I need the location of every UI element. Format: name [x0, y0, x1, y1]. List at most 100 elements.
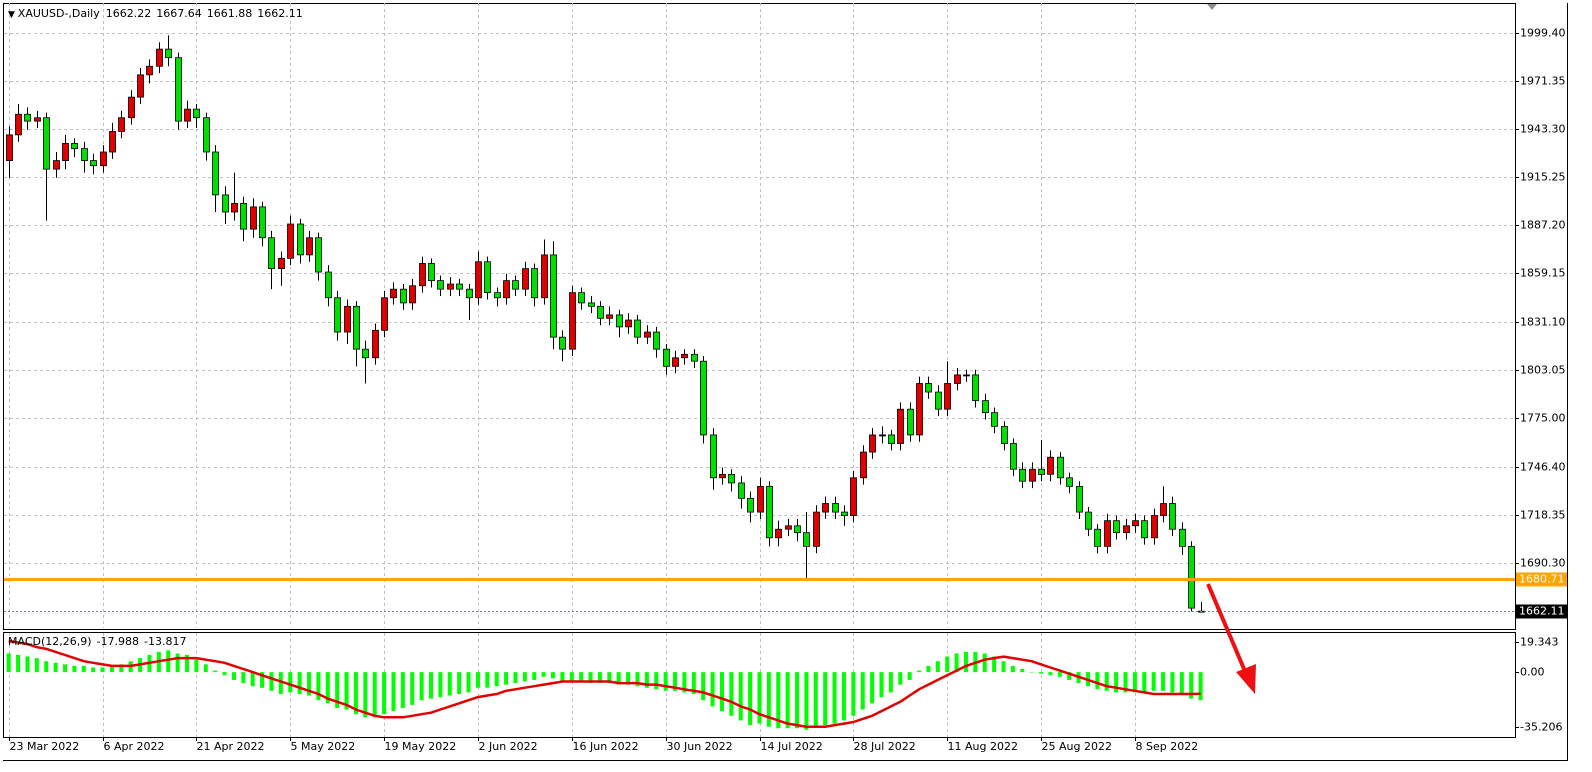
macd-bar	[870, 672, 875, 704]
candle-body	[165, 48, 172, 59]
macd-bar	[560, 672, 565, 682]
macd-bar	[860, 672, 865, 710]
macd-bar	[100, 667, 105, 673]
macd-bar	[954, 653, 959, 673]
macd-bar	[400, 672, 405, 708]
macd-bar	[363, 672, 368, 718]
candle-body	[841, 511, 848, 516]
macd-bar	[917, 670, 922, 673]
macd-bar	[419, 672, 424, 701]
macd-bar	[1179, 672, 1184, 694]
macd-y-tick-label: 19.343	[1520, 636, 1559, 649]
symbol: XAUUSD-,Daily	[18, 7, 100, 20]
open: 1662.22	[106, 7, 152, 20]
macd-bar	[372, 672, 377, 718]
macd-bar	[63, 664, 68, 673]
candle-body	[137, 74, 144, 98]
candle-body	[653, 331, 660, 350]
macd-y-tick-label: 0.00	[1520, 666, 1545, 679]
macd-bar	[766, 672, 771, 727]
x-tick-label: 28 Jul 2022	[854, 740, 916, 753]
macd-bar	[710, 672, 715, 707]
candle-body	[175, 57, 182, 122]
candle-body	[907, 408, 914, 436]
macd-bar	[1132, 672, 1137, 693]
macd-bar	[1123, 672, 1128, 693]
candle-body	[128, 96, 135, 119]
macd-bar	[626, 672, 631, 685]
candle-body	[757, 485, 764, 513]
y-tick-label: 1746.40	[1520, 461, 1566, 474]
macd-bar	[719, 672, 724, 712]
candle-body	[1010, 443, 1017, 470]
x-tick-label: 30 Jun 2022	[667, 740, 733, 753]
macd-bar	[185, 655, 190, 673]
macd-bar	[260, 672, 265, 688]
candle-body	[184, 108, 191, 122]
macd-bar	[109, 665, 114, 673]
shift-marker	[1207, 4, 1217, 10]
macd-bar	[53, 662, 58, 673]
macd-bar	[795, 672, 800, 729]
macd-bar	[213, 670, 218, 673]
macd-bar	[278, 672, 283, 694]
candle-body	[437, 280, 444, 290]
x-tick-label: 2 Jun 2022	[479, 740, 538, 753]
macd-bar	[551, 672, 556, 679]
macd-bar	[1151, 672, 1156, 691]
macd-bar	[325, 672, 330, 704]
y-tick-label: 1943.30	[1520, 123, 1566, 136]
candle-body	[512, 280, 519, 290]
x-tick-label: 6 Apr 2022	[104, 740, 165, 753]
macd-bar	[166, 650, 171, 673]
header: ▼ XAUUSD-,Daily 1662.22 1667.64 1661.88 1662…	[8, 7, 303, 20]
candle-body	[1123, 525, 1130, 534]
macd-bar	[1029, 672, 1034, 673]
candle-body	[775, 528, 782, 539]
macd-bar	[945, 656, 950, 673]
macd-bar	[1039, 672, 1044, 674]
signal-value: -13.817	[144, 635, 186, 648]
candle-body	[118, 117, 125, 132]
macd-value: -17.988	[97, 635, 139, 648]
macd-bar	[963, 651, 968, 673]
candle-body	[34, 117, 41, 122]
macd-bar	[907, 672, 912, 680]
x-tick-label: 5 May 2022	[291, 740, 356, 753]
candle-body	[747, 497, 754, 513]
candle-body	[672, 357, 679, 367]
macd-bar	[1189, 672, 1194, 699]
y-tick-label: 1690.30	[1520, 557, 1566, 570]
candle-body	[588, 302, 595, 307]
macd-bar	[72, 665, 77, 673]
macd-bar	[241, 672, 246, 684]
candle-body	[728, 473, 735, 484]
candle-body	[494, 292, 501, 299]
candle-body	[362, 348, 369, 359]
y-tick-label: 1887.20	[1520, 219, 1566, 232]
candle-body	[925, 383, 932, 393]
candle-body	[24, 113, 31, 122]
y-tick-label: 1718.35	[1520, 509, 1566, 522]
y-tick-label: 1775.00	[1520, 412, 1566, 425]
y-tick-label: 1831.10	[1520, 316, 1566, 329]
candle-body	[334, 297, 341, 333]
candle-body	[550, 254, 557, 338]
macd-bar	[466, 672, 471, 693]
candle-body	[606, 314, 613, 319]
candle-body	[832, 503, 839, 513]
candle-body	[1019, 468, 1026, 482]
macd-bar	[1010, 665, 1015, 673]
candle-body	[954, 374, 961, 384]
candle-body	[1066, 477, 1073, 487]
close: 1662.11	[257, 7, 303, 20]
macd-bar	[635, 672, 640, 687]
macd-bar	[288, 672, 293, 693]
macd-header: MACD(12,26,9) -17.988 -13.817	[8, 635, 186, 648]
candle-body	[456, 283, 463, 290]
macd-bar	[729, 672, 734, 716]
candle-body	[963, 374, 970, 377]
macd-bar	[1067, 672, 1072, 680]
macd-bar	[1057, 672, 1062, 677]
